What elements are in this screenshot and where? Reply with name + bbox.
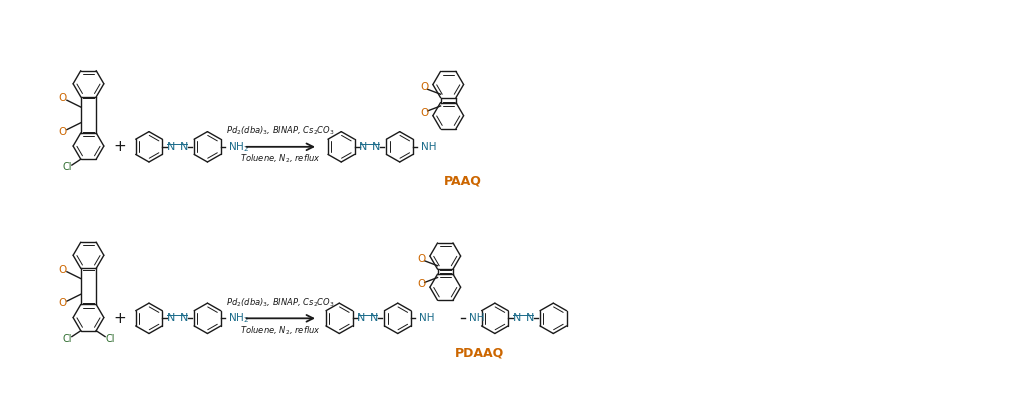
Text: N: N [167,142,175,152]
Text: NH$_2$: NH$_2$ [228,311,248,325]
Text: Cl: Cl [105,334,114,344]
Text: N: N [180,142,189,152]
Text: NH: NH [468,314,485,324]
Text: O: O [420,82,428,92]
Text: N: N [360,142,368,152]
Text: NH$_2$: NH$_2$ [228,140,248,154]
Text: N: N [372,142,380,152]
Text: N: N [167,314,175,324]
Text: O: O [418,254,426,264]
Text: N: N [370,314,378,324]
Text: O: O [59,127,67,137]
Text: Toluene, N$_2$, reflux: Toluene, N$_2$, reflux [240,324,321,337]
Text: +: + [113,311,126,326]
Text: NH: NH [419,314,434,324]
Text: O: O [59,93,67,103]
Text: O: O [418,279,426,289]
Text: O: O [420,108,428,118]
Text: Cl: Cl [62,334,72,344]
Text: N: N [180,314,189,324]
Text: +: + [113,139,126,154]
Text: O: O [59,298,67,308]
Text: NH: NH [421,142,436,152]
Text: PDAAQ: PDAAQ [456,346,504,359]
Text: N: N [358,314,366,324]
Text: O: O [59,265,67,275]
Text: Pd$_2$(dba)$_3$, BINAP, Cs$_2$CO$_3$: Pd$_2$(dba)$_3$, BINAP, Cs$_2$CO$_3$ [227,125,335,137]
Text: Pd$_2$(dba)$_3$, BINAP, Cs$_2$CO$_3$: Pd$_2$(dba)$_3$, BINAP, Cs$_2$CO$_3$ [227,296,335,308]
Text: N: N [526,314,534,324]
Text: Toluene, N$_2$, reflux: Toluene, N$_2$, reflux [240,153,321,165]
Text: Cl: Cl [62,162,72,172]
Text: PAAQ: PAAQ [444,175,483,188]
Text: N: N [512,314,522,324]
